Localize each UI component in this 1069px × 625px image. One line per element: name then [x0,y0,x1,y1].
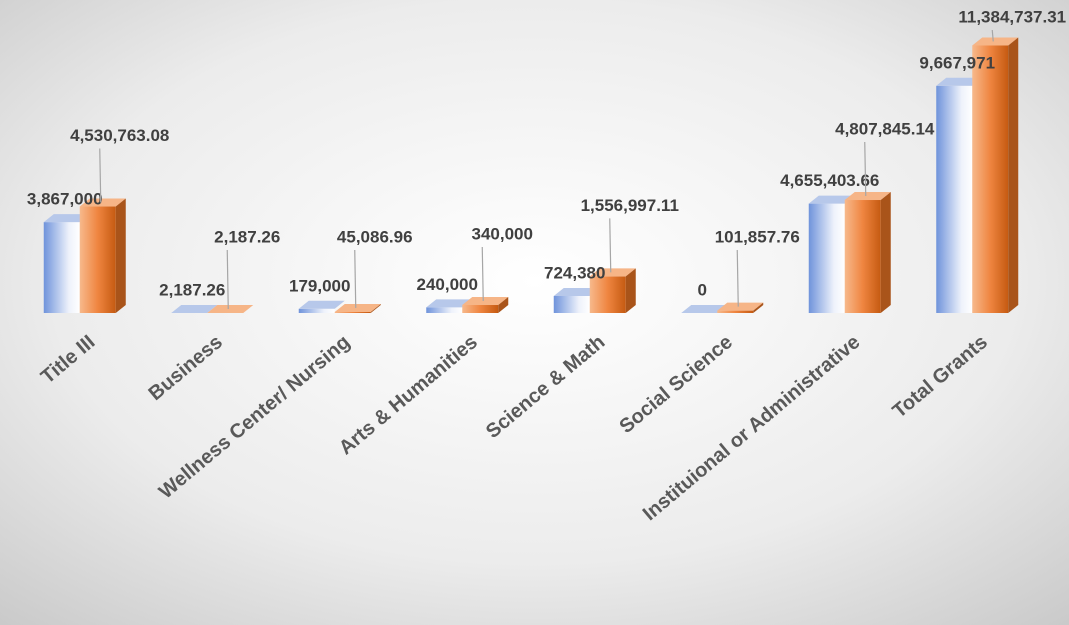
leader-line [481,246,484,302]
bar-top [972,37,1019,46]
bar [589,276,626,313]
value-label: 9,667,971 [919,53,995,72]
bar-top [298,300,345,309]
leader-line [736,249,739,307]
bar [79,206,116,313]
bar-side [115,198,126,313]
bar [717,310,754,313]
bar-top [334,303,381,312]
bar-side [243,304,254,313]
value-label: 179,000 [289,276,350,295]
value-label: 1,556,997.11 [581,196,679,215]
bar-side [880,192,891,313]
bar-top [936,77,983,86]
bar-side [625,268,636,313]
bar [426,307,463,313]
bar [298,308,335,313]
value-label: 4,807,845.14 [835,120,935,139]
bar-top [171,304,218,313]
leader-line [99,148,102,203]
bar-top [681,305,728,313]
bar [936,85,973,314]
value-label: 101,857.76 [715,227,800,246]
bar-top [553,287,600,296]
value-label: 0 [698,280,707,299]
bar [808,203,845,313]
bar-top [717,302,764,311]
value-label: 2,187.26 [214,227,280,246]
leader-line [226,249,229,309]
value-label: 4,655,403.66 [780,171,879,190]
value-label: 340,000 [472,224,533,243]
bar [844,200,881,313]
value-label: 2,187.26 [159,280,225,299]
bar [462,305,499,313]
value-label: 45,086.96 [337,227,413,246]
leader-line [864,142,867,197]
bar-side [753,302,764,313]
bar-side [370,303,381,313]
bar [972,45,1009,313]
bar-top [426,299,473,308]
bar-top [79,198,126,207]
value-label: 240,000 [417,275,478,294]
bar [553,295,590,313]
value-label: 11,384,737.31 [958,7,1066,26]
value-label: 724,380 [544,263,605,282]
bar-top [589,268,636,277]
bar [334,311,371,313]
value-label: 4,530,763.08 [70,126,169,145]
bar-side [1008,37,1019,313]
bar-top [808,195,855,204]
leader-line [991,29,994,42]
leader-line [354,249,357,308]
value-label: 3,867,000 [27,190,103,209]
bar-side [498,297,509,313]
leader-line [609,218,612,273]
bar-top [207,304,254,313]
bar-top [462,297,509,306]
bar [43,222,80,313]
bar-top [844,192,891,201]
bar-top [43,214,90,223]
